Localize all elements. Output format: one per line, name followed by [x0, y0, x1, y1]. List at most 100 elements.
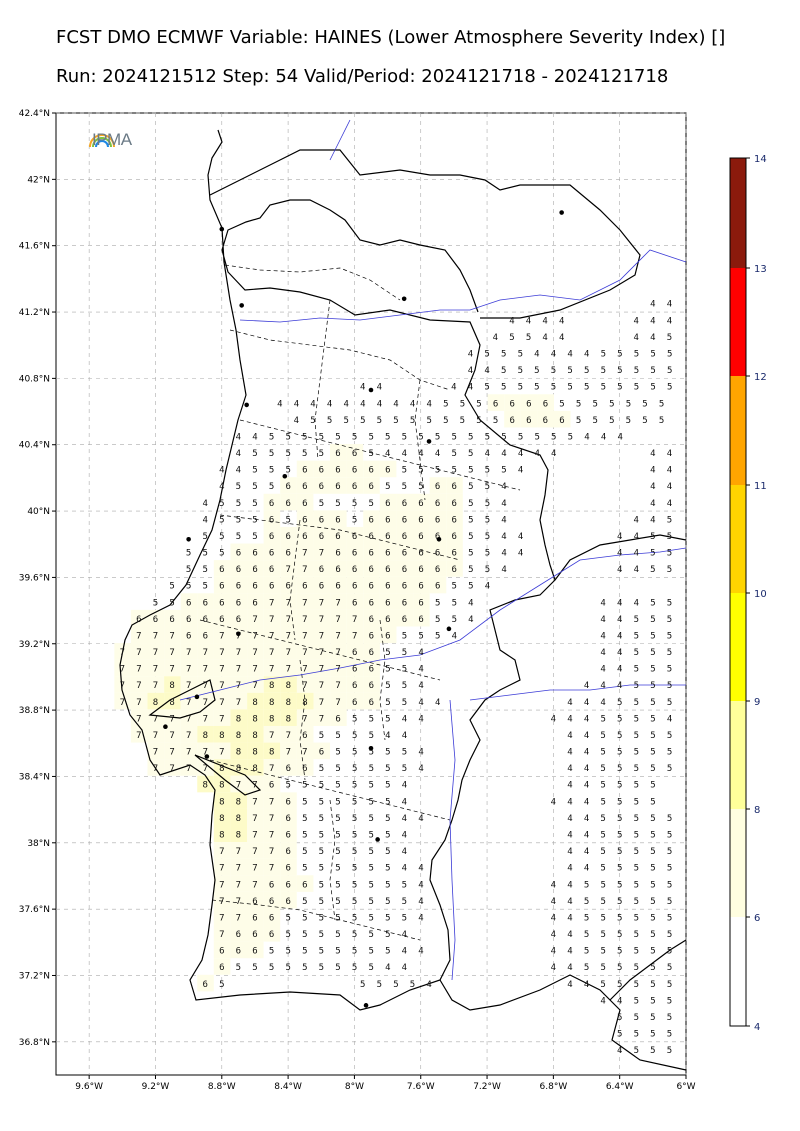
haines-value: 5 — [534, 383, 539, 393]
haines-value: 7 — [236, 781, 241, 791]
haines-value: 4 — [567, 947, 572, 957]
lat-tick-label: 41.2°N — [19, 308, 50, 318]
haines-value: 7 — [286, 565, 291, 575]
haines-value: 4 — [567, 913, 572, 923]
haines-value: 5 — [369, 731, 374, 741]
haines-value: 4 — [667, 714, 672, 724]
haines-value: 6 — [236, 565, 241, 575]
haines-value: 5 — [335, 499, 340, 509]
haines-value: 4 — [402, 714, 407, 724]
value-shade-cell — [230, 676, 248, 693]
haines-value: 5 — [435, 432, 440, 442]
haines-value: 6 — [219, 582, 224, 592]
haines-value: 4 — [327, 399, 332, 409]
haines-value: 5 — [352, 781, 357, 791]
haines-value: 4 — [385, 731, 390, 741]
haines-value: 5 — [476, 399, 481, 409]
value-shade-cell — [247, 576, 264, 594]
haines-value: 5 — [617, 947, 622, 957]
haines-value: 5 — [617, 847, 622, 857]
value-shade-cell — [164, 626, 181, 644]
haines-value: 5 — [600, 814, 605, 824]
colorbar-label: 9 — [754, 697, 760, 708]
value-shade-cell — [487, 394, 505, 411]
value-shade-cell — [396, 526, 414, 544]
colorbar-label: 4 — [754, 1022, 760, 1033]
haines-value: 5 — [385, 880, 390, 890]
haines-value: 5 — [617, 1013, 622, 1023]
value-shade-cell — [213, 576, 231, 594]
haines-value: 4 — [418, 665, 423, 675]
haines-value: 4 — [402, 831, 407, 841]
haines-value: 7 — [286, 615, 291, 625]
haines-value: 5 — [485, 499, 490, 509]
haines-value: 7 — [236, 665, 241, 675]
haines-value: 5 — [667, 996, 672, 1006]
haines-value: 5 — [634, 681, 639, 691]
haines-value: 5 — [518, 366, 523, 376]
haines-value: 4 — [617, 631, 622, 641]
haines-value: 6 — [302, 532, 307, 542]
value-shade-cell — [230, 842, 247, 859]
haines-value: 4 — [567, 797, 572, 807]
value-shade-cell — [164, 643, 181, 660]
haines-value: 7 — [252, 814, 257, 824]
haines-value: 5 — [650, 764, 655, 774]
haines-value: 7 — [252, 615, 257, 625]
value-shade-cell — [213, 709, 231, 726]
haines-value: 6 — [402, 499, 407, 509]
haines-value: 7 — [186, 648, 191, 658]
haines-value: 6 — [385, 565, 390, 575]
haines-value: 5 — [650, 980, 655, 990]
haines-value: 5 — [269, 947, 274, 957]
value-shade-cell — [296, 659, 314, 677]
haines-value: 5 — [352, 831, 357, 841]
value-shade-cell — [313, 643, 331, 660]
value-shade-cell — [263, 609, 281, 627]
haines-value: 4 — [551, 897, 556, 907]
haines-value: 5 — [650, 930, 655, 940]
haines-value: 5 — [302, 930, 307, 940]
haines-value: 5 — [302, 847, 307, 857]
haines-value: 4 — [617, 598, 622, 608]
haines-value: 6 — [285, 831, 290, 841]
value-shade-cell — [230, 576, 248, 594]
haines-value: 5 — [335, 814, 340, 824]
haines-value: 5 — [667, 980, 672, 990]
haines-value: 6 — [319, 532, 324, 542]
value-shade-cell — [330, 709, 347, 726]
value-shade-cell — [230, 875, 247, 892]
value-shade-cell — [346, 643, 364, 660]
lat-tick-label: 37.6°N — [19, 905, 50, 915]
value-shade-cell — [313, 593, 331, 610]
value-shade-cell — [446, 526, 463, 544]
value-shade-cell — [247, 609, 264, 627]
haines-value: 8 — [269, 681, 274, 691]
haines-value: 4 — [410, 399, 415, 409]
haines-value: 5 — [385, 432, 390, 442]
haines-value: 7 — [269, 814, 274, 824]
haines-value: 5 — [600, 831, 605, 841]
haines-value: 5 — [650, 731, 655, 741]
haines-value: 7 — [269, 831, 274, 841]
haines-value: 8 — [252, 714, 257, 724]
haines-value: 4 — [377, 383, 382, 393]
haines-value: 7 — [136, 631, 141, 641]
haines-value: 5 — [343, 416, 348, 426]
haines-value: 5 — [485, 482, 490, 492]
haines-value: 5 — [302, 814, 307, 824]
colorbar-label: 6 — [754, 913, 760, 924]
colorbar-label: 12 — [754, 372, 767, 383]
value-shade-cell — [247, 709, 264, 726]
haines-value: 4 — [518, 466, 523, 476]
haines-value: 5 — [526, 333, 531, 343]
haines-value: 7 — [286, 648, 291, 658]
value-shade-cell — [520, 410, 538, 428]
haines-value: 4 — [584, 980, 589, 990]
haines-value: 5 — [385, 764, 390, 774]
haines-value: 7 — [120, 681, 125, 691]
value-shade-cell — [180, 659, 198, 677]
haines-value: 4 — [650, 449, 655, 459]
haines-value: 6 — [302, 466, 307, 476]
haines-value: 6 — [269, 565, 274, 575]
